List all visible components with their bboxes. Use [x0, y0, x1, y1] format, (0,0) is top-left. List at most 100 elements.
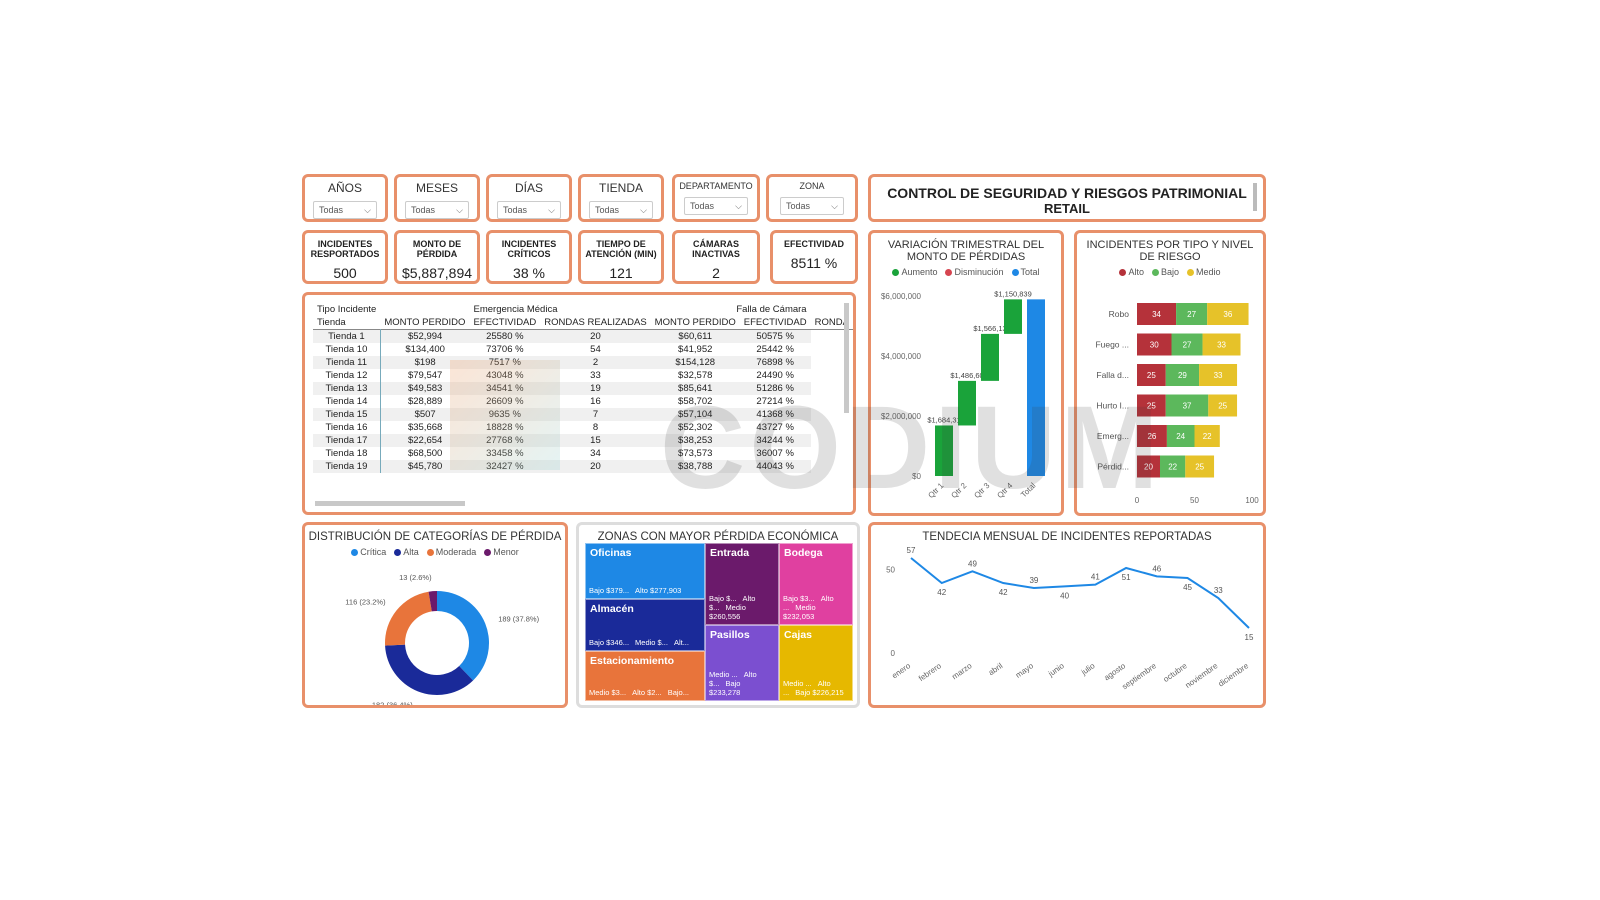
legend-dot [1187, 269, 1194, 277]
table-cell: $38,253 [650, 434, 740, 447]
data-label: 37 [1183, 402, 1192, 411]
table-row: Tienda 12 $79,547 43048 % 33 $32,578 24490 % [313, 369, 853, 382]
treemap-tile[interactable]: Estacionamiento Medio $3... Alto $2... Bajo… [585, 651, 705, 701]
legend-label: Crítica [360, 547, 387, 557]
treemap-tile-label: Entrada [710, 547, 750, 559]
kpi-label: TIEMPO DE ATENCIÓN (MIN) [585, 239, 657, 259]
slicer-dropdown[interactable]: Todas ⌵ [589, 201, 653, 219]
table-cell: 16 [590, 396, 601, 407]
column-header[interactable]: RONDA [814, 317, 849, 328]
category-label: Emerg... [1097, 431, 1129, 441]
x-tick-label: Qtr 4 [995, 481, 1014, 500]
x-tick-label: abril [987, 661, 1005, 677]
treemap-tile-label: Almacén [590, 603, 634, 615]
slicer-dropdown[interactable]: Todas ⌵ [780, 197, 844, 215]
kpi-value: 500 [333, 265, 357, 281]
kpi-value: 2 [712, 265, 720, 281]
column-header[interactable]: EFECTIVIDAD [473, 317, 537, 328]
legend-dot [1011, 269, 1019, 277]
matrix-table: Tipo Incidente Emergencia Médica Falla d… [313, 303, 853, 473]
slicer-dropdown[interactable]: Todas ⌵ [684, 197, 748, 215]
table-cell: 15 [540, 434, 651, 447]
table-cell: 24490 % [756, 370, 794, 381]
table-cell: Tienda 19 [313, 460, 381, 473]
table-cell: 19 [540, 382, 651, 395]
legend-dot [426, 549, 434, 557]
legend-item[interactable]: Moderada [426, 547, 477, 557]
treemap-subtile-label: Alto ... [783, 594, 834, 612]
table-cell: Tienda 18 [313, 447, 381, 460]
column-header[interactable]: EFECTIVIDAD [743, 317, 807, 328]
waterfall-title: VARIACIÓN TRIMESTRAL DEL MONTO DE PÉRDID… [887, 239, 1045, 263]
treemap-subtile-label: Alto $2... [632, 688, 662, 697]
table-row: Tienda 10 $134,400 73706 % 54 $41,952 25442 % [313, 343, 853, 356]
table-cell: $134,400 [405, 344, 445, 355]
slicer-dropdown[interactable]: Todas ⌵ [497, 201, 561, 219]
table-cell: $57,104 [650, 408, 740, 421]
treemap-tile[interactable]: Cajas Medio ... Alto ... Bajo $226,215 [779, 625, 853, 701]
treemap-subtile-label: Medio $... [635, 638, 668, 647]
data-label: 25 [1195, 463, 1204, 472]
treemap-tile[interactable]: Oficinas Bajo $379... Alto $277,903 [585, 543, 705, 599]
horizontal-scrollbar[interactable] [315, 501, 465, 506]
legend-item[interactable]: Medio [1187, 267, 1221, 277]
stacked-bar-segment [1137, 394, 1166, 417]
column-header[interactable]: RONDAS REALIZADAS [544, 317, 647, 328]
column-header[interactable]: MONTO PERDIDO [654, 317, 736, 328]
kpi-card-0: INCIDENTES RESPORTADOS 500 [302, 230, 388, 284]
x-tick-label: agosto [1102, 661, 1127, 682]
table-cell: $22,654 [380, 434, 470, 447]
table-cell: 2 [540, 356, 651, 369]
stacked-bar-segment [1137, 333, 1172, 356]
stacked-chart: Robo 34 27 36 Fuego ... 30 27 33 Falla d... 25 29 3… [1095, 303, 1259, 505]
x-tick-label: diciembre [1217, 661, 1251, 689]
treemap-tile[interactable]: Pasillos Medio ... Alto $... Bajo $233,278 [705, 625, 779, 701]
legend-label: Menor [493, 547, 519, 557]
table-cell: 32427 % [469, 460, 541, 473]
vertical-scrollbar[interactable] [844, 303, 849, 413]
stacked-bar-segment [1199, 364, 1238, 386]
x-tick-label: noviembre [1184, 661, 1220, 690]
table-row: Tienda 14 $28,889 26609 % 16 $58,702 27214 % [313, 395, 853, 408]
data-label: 29 [1178, 371, 1187, 380]
table-row: Tienda 19 $45,780 32427 % 20 $38,788 44043 % [313, 460, 853, 473]
legend-item[interactable]: Bajo [1151, 267, 1179, 277]
table-cell: $73,573 [678, 448, 713, 459]
column-header[interactable]: MONTO PERDIDO [384, 317, 466, 328]
legend-item[interactable]: Aumento [892, 267, 937, 277]
stacked-bar-segment [1166, 425, 1195, 447]
header-scrollbar[interactable] [1253, 183, 1257, 211]
legend-item[interactable]: Alto [1119, 267, 1144, 277]
table-cell: 27768 % [469, 434, 541, 447]
slicer-dropdown[interactable]: Todas ⌵ [405, 201, 469, 219]
table-cell: 76898 % [739, 356, 811, 369]
chevron-down-icon: ⌵ [735, 200, 742, 211]
legend-item[interactable]: Alta [394, 547, 419, 557]
legend-item[interactable]: Menor [484, 547, 519, 557]
category-label: Hurto I... [1096, 401, 1129, 411]
legend-item[interactable]: Crítica [351, 547, 386, 557]
treemap-tile[interactable]: Bodega Bajo $3... Alto ... Medio $232,053 [779, 543, 853, 625]
table-cell: Tienda 11 [313, 356, 381, 369]
treemap-card: ZONAS CON MAYOR PÉRDIDA ECONÓMICA Oficin… [576, 522, 860, 708]
legend-item[interactable]: Total [1011, 267, 1040, 277]
treemap-tile[interactable]: Almacén Bajo $346... Medio $... Alt... [585, 599, 705, 651]
legend-label: Moderada [435, 547, 477, 557]
treemap-subtile-label: Bajo $346... [589, 638, 630, 647]
group-emergencia: Emergencia Médica [473, 304, 558, 315]
stacked-bar-segment [1137, 364, 1166, 386]
table-cell: $154,128 [650, 356, 740, 369]
treemap-tile[interactable]: Entrada Bajo $... Alto $... Medio $260,556 [705, 543, 779, 625]
y-tick-label: $2,000,000 [881, 412, 922, 421]
table-cell: Tienda 14 [313, 395, 381, 408]
legend-dot [351, 549, 359, 557]
treemap-tile-label: Estacionamiento [590, 655, 675, 667]
x-tick-label: 0 [1135, 496, 1140, 505]
donut-slice [385, 591, 432, 646]
data-label: 41 [1091, 573, 1100, 582]
legend-item[interactable]: Disminución [945, 267, 1004, 277]
kpi-value: $5,887,894 [401, 265, 473, 281]
table-row: Tienda 17 $22,654 27768 % 15 $38,253 34244 % [313, 434, 853, 447]
kpi-card-5: EFECTIVIDAD 8511 % [770, 230, 858, 284]
slicer-dropdown[interactable]: Todas ⌵ [313, 201, 377, 219]
